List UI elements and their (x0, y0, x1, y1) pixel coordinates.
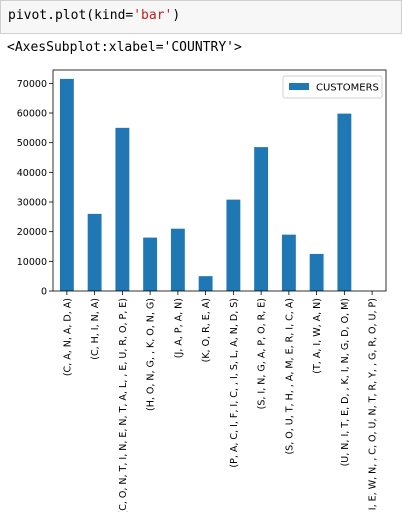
bar (115, 127, 130, 291)
bar-chart: 0 10000 20000 30000 40000 50000 60000 70000 (C, … (17, 69, 387, 512)
output-text: <AxesSubplot:xlabel='COUNTRY'> (7, 40, 242, 55)
legend-label: CUSTOMERS (316, 83, 379, 94)
bar (281, 234, 296, 291)
y-tick-label: 50000 (17, 138, 47, 149)
plot-frame (52, 69, 387, 292)
x-tick-label: (S, O, U, T, H, , A, M, E, R, I, C, A) (284, 298, 295, 455)
y-tick-label: 60000 (17, 109, 47, 120)
x-tick-label: (S, I, N, G, A, P, O, R, E) (257, 298, 268, 409)
y-tick-label: 30000 (17, 198, 47, 209)
y-tick-label: 20000 (17, 227, 47, 238)
x-tick-label: (P, A, C, I, F, I, C, , I, S, L, A, N, D… (229, 298, 240, 468)
code-cell[interactable]: pivot.plot(kind='bar') (0, 0, 402, 34)
y-tick-label: 10000 (17, 257, 47, 268)
bar (309, 253, 324, 291)
y-tick-label: 0 (41, 287, 47, 298)
code-text-end: ) (172, 8, 181, 23)
legend-box (282, 75, 383, 99)
bar (226, 199, 241, 291)
bar (59, 78, 74, 292)
bar (337, 113, 352, 291)
bar (254, 147, 269, 291)
x-tick-label: (U, N, I, T, E, D, , K, I, N, G, D, O, M… (340, 298, 351, 466)
legend-swatch (289, 83, 309, 90)
y-tick-label: 40000 (17, 168, 47, 179)
x-tick-label: (C, O, N, T, I, N, E, N, T, A, L, , E, U… (118, 298, 129, 512)
code-string-arg: 'bar' (133, 8, 173, 23)
x-tick-label: (C, A, N, A, D, A) (62, 298, 73, 376)
bar (143, 237, 158, 291)
x-tick-label: (H, O, N, G, , K, O, N, G) (146, 298, 157, 411)
y-tick-label: 70000 (17, 79, 47, 90)
bar (87, 213, 102, 291)
bar (170, 228, 185, 291)
x-tick-label: (K, O, R, E, A) (201, 298, 212, 362)
x-tick-label: (C, H, I, N, A) (90, 298, 101, 360)
code-text: pivot.plot(kind= (8, 8, 134, 23)
bars (59, 78, 352, 292)
code-line: pivot.plot(kind='bar') (8, 8, 180, 23)
x-tick-label: (J, A, P, A, N) (173, 298, 184, 358)
x-tick-label: (T, A, I, W, A, N) (312, 298, 323, 374)
bar (198, 276, 213, 291)
x-tick-label: (V, I, E, W, N, , C, O, U, N, T, R, Y, ,… (368, 298, 379, 512)
